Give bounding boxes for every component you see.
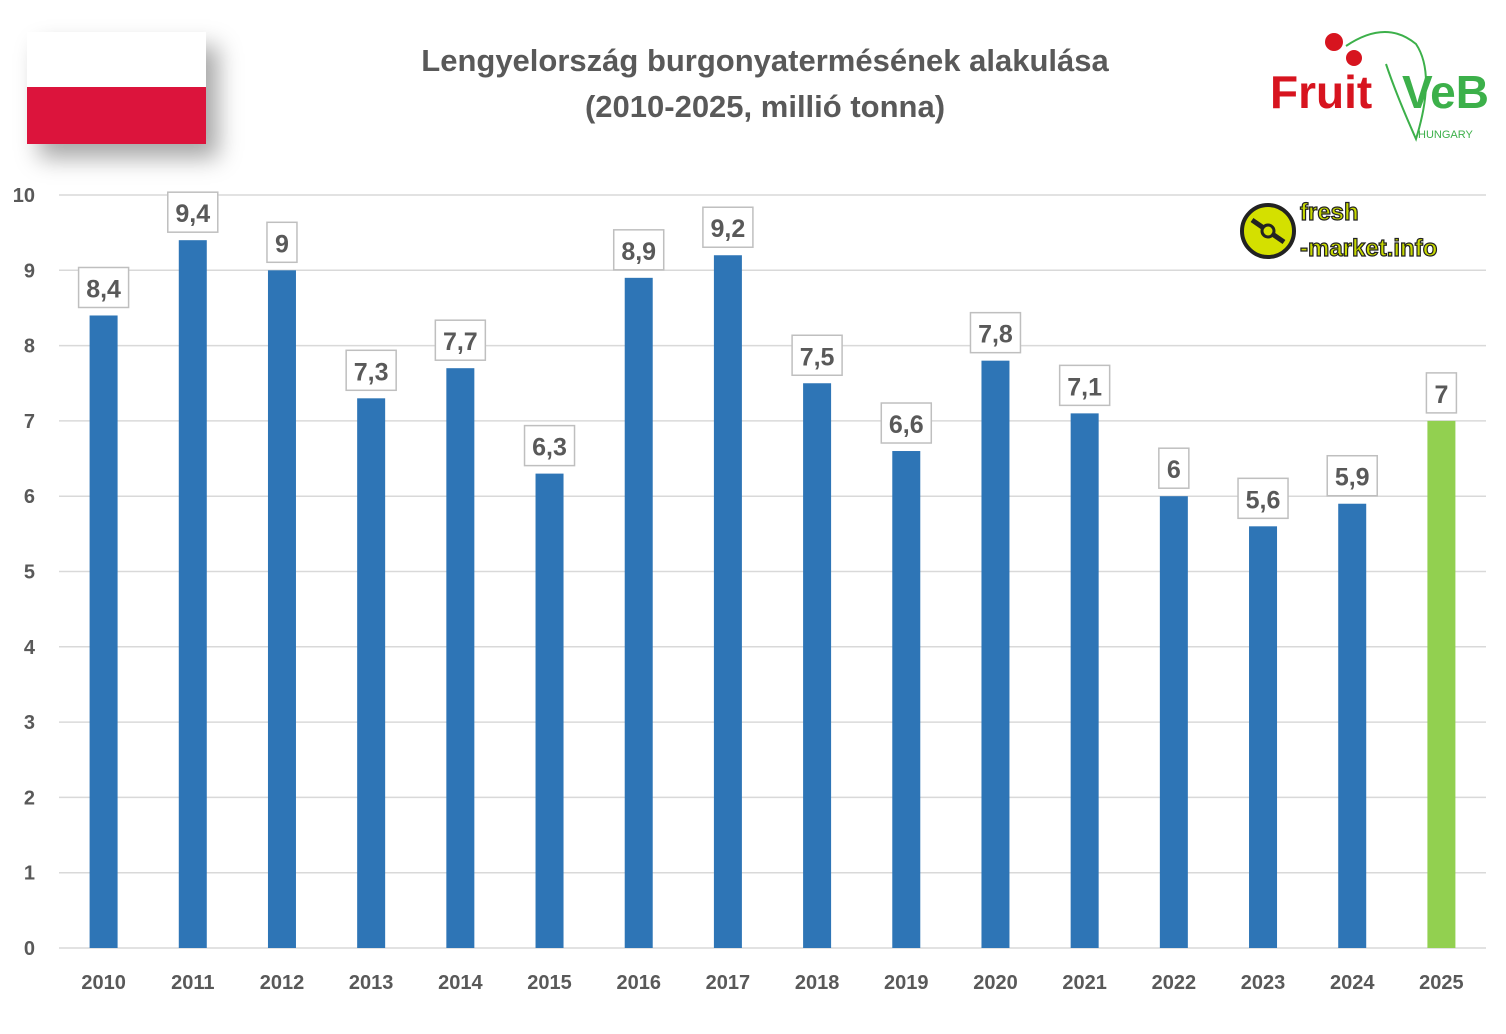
bar-2014 <box>446 368 475 948</box>
data-label-box <box>1326 454 1378 497</box>
data-label: 9,2 <box>711 215 746 243</box>
x-tick-label: 2016 <box>616 972 661 994</box>
fruitveb-green-text: VeB <box>1402 66 1489 118</box>
data-label-box <box>702 206 754 248</box>
bar-2022 <box>1159 496 1188 948</box>
y-tick-label: 0 <box>24 938 35 960</box>
data-label: 7,3 <box>354 358 389 386</box>
data-label-box <box>1158 447 1190 489</box>
data-label-box <box>434 319 487 361</box>
data-label-box <box>612 229 665 271</box>
x-tick-label: 2015 <box>527 972 572 994</box>
data-label-box <box>266 221 298 264</box>
y-tick-label: 5 <box>24 562 35 584</box>
bar-2015 <box>535 473 564 948</box>
bar-2011 <box>178 240 207 948</box>
title-line-2: (2010-2025, millió tonna) <box>584 89 946 124</box>
bar-2024 <box>1338 503 1367 948</box>
bar-2018 <box>803 383 832 948</box>
x-tick-label: 2019 <box>884 972 929 994</box>
x-tick-label: 2025 <box>1419 972 1464 994</box>
x-tick-label: 2024 <box>1330 972 1375 994</box>
x-tick-label: 2012 <box>260 972 305 994</box>
data-label-box <box>167 191 219 233</box>
data-label-box <box>791 334 843 376</box>
data-label: 5,6 <box>1246 486 1281 514</box>
y-tick-label: 8 <box>24 336 35 358</box>
data-label-box <box>969 311 1022 354</box>
data-label-box <box>1425 372 1458 414</box>
data-label: 9 <box>275 230 289 258</box>
bar-2012 <box>267 270 296 948</box>
data-label-box <box>77 266 130 309</box>
bar-2021 <box>1070 413 1099 948</box>
poland-flag <box>27 32 206 144</box>
x-tick-label: 2010 <box>81 972 126 994</box>
x-tick-label: 2018 <box>795 972 840 994</box>
x-tick-label: 2021 <box>1062 972 1107 994</box>
x-tick-label: 2011 <box>171 972 214 994</box>
x-tick-label: 2020 <box>973 972 1018 994</box>
fruitveb-subtitle: HUNGARY <box>1418 129 1473 141</box>
data-label-box <box>1237 477 1289 520</box>
x-tick-label: 2022 <box>1152 972 1197 994</box>
freshmarket-logo: fresh -market.info <box>1240 198 1438 263</box>
data-label-box <box>1058 364 1111 407</box>
data-label: 6,3 <box>532 434 567 462</box>
bar-2017 <box>713 255 742 949</box>
freshmarket-top-text: fresh <box>1300 199 1359 226</box>
data-label-box <box>880 402 933 444</box>
x-tick-label: 2017 <box>706 972 751 994</box>
data-label: 8,4 <box>86 275 121 303</box>
fruitveb-red-text: Fruit <box>1270 66 1372 118</box>
data-label: 8,9 <box>621 238 656 266</box>
y-tick-label: 7 <box>24 411 35 433</box>
bar-2023 <box>1249 526 1278 948</box>
y-tick-label: 4 <box>24 637 36 659</box>
chart-title: Lengyelország burgonyatermésének alakulá… <box>330 38 1200 130</box>
y-tick-label: 9 <box>24 260 35 282</box>
bar-2019 <box>892 451 921 948</box>
data-label-box <box>523 424 576 467</box>
y-tick-label: 6 <box>24 486 35 508</box>
data-label: 7,8 <box>978 321 1013 349</box>
data-label: 5,9 <box>1335 464 1370 492</box>
x-tick-label: 2014 <box>438 972 483 994</box>
data-label: 7 <box>1434 381 1448 409</box>
bar-2020 <box>981 360 1010 948</box>
data-label: 6,6 <box>889 411 924 439</box>
y-tick-label: 1 <box>24 863 35 885</box>
data-label: 7,5 <box>800 343 835 371</box>
data-label: 7,1 <box>1067 373 1102 401</box>
title-line-1: Lengyelország burgonyatermésének alakulá… <box>421 43 1109 78</box>
y-tick-label: 2 <box>24 787 35 809</box>
bar-2016 <box>624 277 653 949</box>
bar-2010 <box>89 315 118 949</box>
bar-2025 <box>1427 420 1456 948</box>
data-label: 6 <box>1167 456 1181 484</box>
data-label: 9,4 <box>175 200 210 228</box>
y-tick-label: 3 <box>24 712 35 734</box>
x-tick-label: 2023 <box>1241 972 1286 994</box>
x-tick-label: 2013 <box>349 972 394 994</box>
data-label: 7,7 <box>443 328 478 356</box>
freshmarket-bottom-text: -market.info <box>1300 235 1437 262</box>
y-tick-label: 10 <box>13 185 35 207</box>
fruitveb-logo: Fruit VeB HUNGARY <box>1270 31 1489 142</box>
data-label-box <box>345 349 397 392</box>
bar-2013 <box>357 398 386 948</box>
